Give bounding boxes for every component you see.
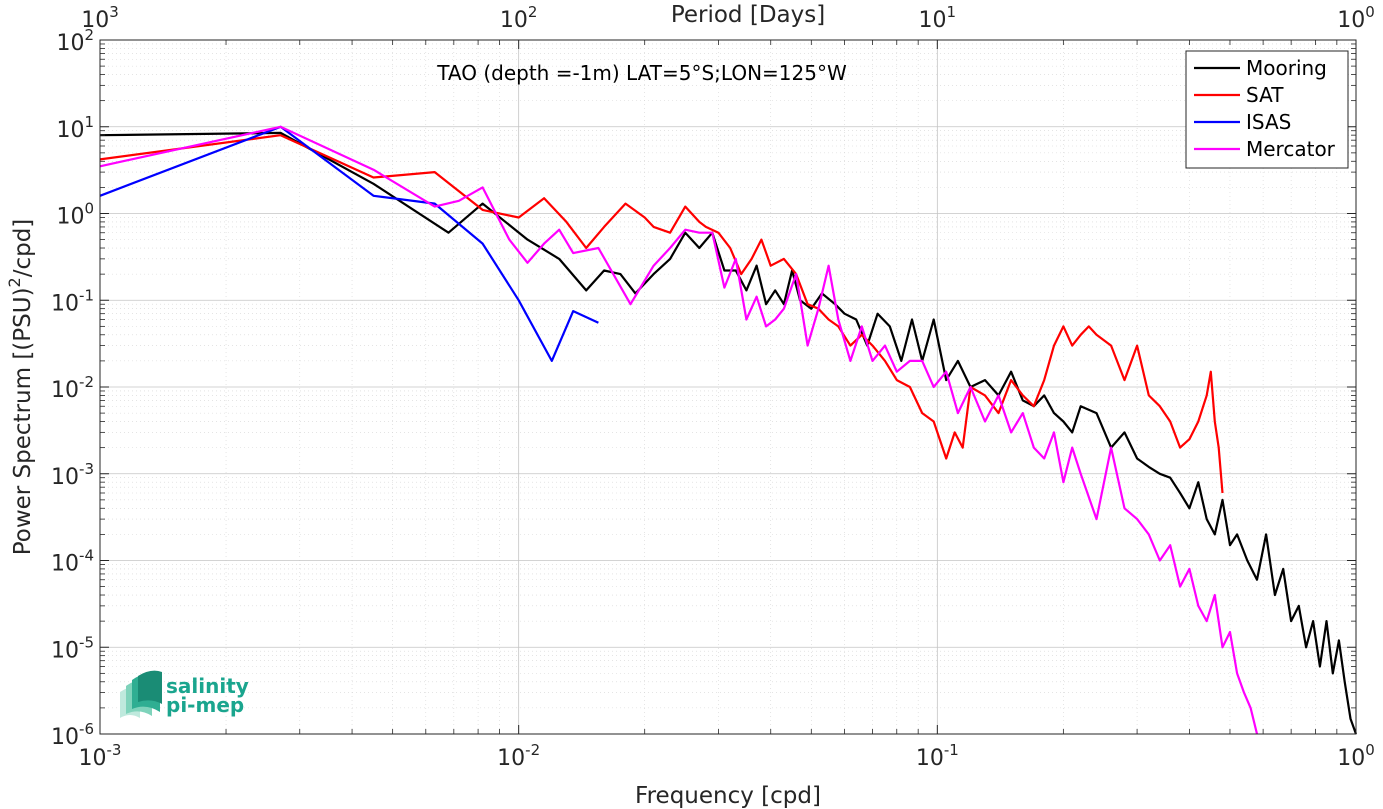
x-axis-title: Frequency [cpd] bbox=[635, 783, 821, 809]
top-tick-label: 100 bbox=[1337, 3, 1375, 33]
legend-label-sat: SAT bbox=[1246, 83, 1284, 107]
grid bbox=[99, 39, 1357, 735]
legend-label-mercator: Mercator bbox=[1246, 137, 1336, 161]
x-tick-label: 10-2 bbox=[497, 741, 540, 771]
y-tick-label: 10-5 bbox=[51, 633, 94, 663]
series-lines bbox=[99, 125, 1358, 735]
top-tick-label: 103 bbox=[81, 3, 119, 33]
y-tick-label: 102 bbox=[56, 26, 94, 56]
legend: Mooring SAT ISAS Mercator bbox=[1185, 50, 1349, 169]
wave-logo-icon bbox=[120, 670, 162, 718]
x-tick-label: 10-3 bbox=[79, 741, 122, 771]
salinity-pi-mep-logo: salinity pi-mep bbox=[120, 670, 249, 718]
y-tick-label: 10-6 bbox=[51, 720, 94, 750]
chart-annotation: TAO (depth =-1m) LAT=5°S;LON=125°W bbox=[436, 61, 847, 85]
y-tick-label: 10-1 bbox=[51, 286, 94, 316]
top-axis-title: Period [Days] bbox=[671, 2, 825, 28]
y-tick-label: 100 bbox=[56, 200, 94, 230]
logo-text-pi-mep: pi-mep bbox=[166, 693, 244, 717]
y-tick-label: 10-3 bbox=[51, 460, 94, 490]
series-line-isas bbox=[99, 125, 599, 362]
legend-label-mooring: Mooring bbox=[1246, 56, 1327, 80]
y-tick-label: 10-2 bbox=[51, 373, 94, 403]
y-axis-title: Power Spectrum [(PSU)2/cpd] bbox=[5, 219, 36, 556]
x-tick-label: 100 bbox=[1337, 741, 1375, 771]
series-line-sat bbox=[99, 134, 1224, 494]
top-tick-label: 101 bbox=[919, 3, 957, 33]
y-tick-label: 101 bbox=[56, 113, 94, 143]
legend-label-isas: ISAS bbox=[1246, 110, 1291, 134]
series-line-mooring bbox=[99, 131, 1358, 735]
top-tick-label: 102 bbox=[500, 3, 538, 33]
logo-text-salinity: salinity bbox=[166, 674, 249, 698]
x-tick-label: 10-1 bbox=[916, 741, 959, 771]
axis-ticks bbox=[99, 39, 1357, 735]
y-tick-label: 10-4 bbox=[51, 547, 94, 577]
series-line-mercator bbox=[99, 125, 1259, 735]
